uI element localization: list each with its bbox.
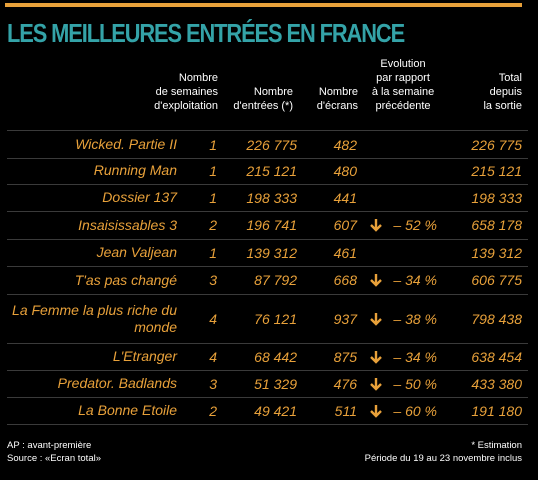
evolution-value: – 38 % — [393, 310, 437, 327]
cell-entries: 87 792 — [254, 272, 297, 288]
cell-total: 191 180 — [471, 402, 522, 419]
cell-weeks: 4 — [209, 348, 217, 365]
cell-evolution — [369, 157, 437, 184]
cell-evolution: – 34 % — [369, 343, 437, 370]
cell-entries: 226 775 — [246, 136, 297, 153]
cell-weeks: 3 — [209, 272, 217, 288]
cell-evolution — [369, 184, 437, 211]
cell-evolution: – 52 % — [369, 211, 437, 239]
table-row: La Femme la plus riche du monde 4 76 121 93… — [7, 294, 528, 344]
top-accent-bar — [5, 3, 522, 7]
evolution-value: – 34 % — [393, 348, 437, 365]
table-row: La Bonne Etoile 2 49 421 511 191 180 – 60 % — [7, 397, 528, 425]
arrow-down-icon — [370, 404, 382, 418]
cell-total: 606 775 — [471, 272, 522, 288]
film-title: Predator. Badlands — [57, 375, 177, 391]
arrow-down-icon — [370, 377, 382, 391]
cell-weeks: 1 — [209, 136, 217, 153]
cell-evolution — [369, 239, 437, 266]
cell-weeks: 1 — [209, 189, 217, 206]
cell-total: 226 775 — [471, 136, 522, 153]
cell-entries: 196 741 — [246, 217, 297, 233]
film-title: Wicked. Partie II — [75, 136, 177, 152]
cell-screens: 476 — [333, 375, 357, 392]
table-row: Dossier 137 1 198 333 441 198 333 — [7, 184, 528, 212]
cell-screens: 607 — [333, 217, 357, 233]
arrow-down-icon — [370, 219, 382, 232]
film-title: L'Etranger — [112, 348, 177, 364]
cell-entries: 51 329 — [254, 375, 297, 392]
cell-total: 215 121 — [471, 162, 522, 179]
cell-total: 433 380 — [471, 375, 522, 392]
footer-note: AP : avant-première — [7, 440, 92, 451]
table-row: Predator. Badlands 3 51 329 476 433 380 – 50 … — [7, 370, 528, 398]
arrow-down-icon — [370, 274, 382, 287]
cell-screens: 461 — [333, 244, 357, 261]
header-total: Total depuis la sortie — [483, 72, 522, 112]
table-row: Jean Valjean 1 139 312 461 139 312 — [7, 239, 528, 267]
cell-entries: 139 312 — [246, 244, 297, 261]
cell-weeks: 2 — [209, 217, 217, 233]
cell-evolution: – 60 % — [369, 397, 437, 424]
table-row: Wicked. Partie II 1 226 775 482 226 775 — [7, 130, 528, 159]
arrow-down-icon — [370, 312, 382, 326]
footer-period: Période du 19 au 23 novembre inclus — [364, 453, 522, 464]
cell-total: 198 333 — [471, 189, 522, 206]
cell-total: 658 178 — [471, 217, 522, 233]
cell-screens: 480 — [333, 162, 357, 179]
footer-source: Source : «Ecran total» — [7, 453, 101, 464]
header-evolution: Evolution par rapport à la semaine précé… — [371, 58, 435, 112]
cell-screens: 668 — [333, 272, 357, 288]
cell-screens: 875 — [333, 348, 357, 365]
cell-total: 638 454 — [471, 348, 522, 365]
cell-entries: 68 442 — [254, 348, 297, 365]
film-title: Insaisissables 3 — [78, 216, 177, 233]
page-title: LES MEILLEURES ENTRÉES EN FRANCE — [7, 18, 405, 48]
header-screens: Nombre d'écrans — [316, 86, 358, 112]
film-title: Dossier 137 — [102, 189, 177, 205]
film-title: Running Man — [93, 162, 177, 178]
footer-estimation: * Estimation — [471, 440, 522, 451]
cell-screens: 511 — [334, 402, 357, 419]
header-entries: Nombre d'entrées (*) — [233, 86, 293, 112]
cell-weeks: 4 — [209, 310, 217, 327]
cell-weeks: 1 — [209, 244, 217, 261]
film-title: Jean Valjean — [96, 244, 177, 260]
cell-screens: 441 — [333, 189, 357, 206]
cell-screens: 937 — [333, 310, 357, 327]
evolution-value: – 50 % — [393, 375, 437, 392]
table-row: L'Etranger 4 68 442 875 638 454 – 34 % — [7, 343, 528, 371]
cell-weeks: 2 — [209, 402, 217, 419]
evolution-value: – 60 % — [393, 402, 437, 419]
cell-entries: 49 421 — [254, 402, 297, 419]
table-row: Running Man 1 215 121 480 215 121 — [7, 157, 528, 185]
header-weeks: Nombre de semaines d'exploitation — [154, 72, 218, 112]
film-title: La Bonne Etoile — [78, 402, 177, 418]
cell-total: 139 312 — [471, 244, 522, 261]
table-row: T'as pas changé 3 87 792 668 606 775 – 34 % — [7, 266, 528, 295]
cell-entries: 215 121 — [246, 162, 297, 179]
cell-evolution: – 38 % — [369, 294, 437, 343]
film-title: La Femme la plus riche du monde — [12, 301, 177, 335]
evolution-value: – 34 % — [393, 272, 437, 288]
cell-entries: 76 121 — [254, 310, 297, 327]
cell-evolution — [369, 131, 437, 158]
cell-weeks: 1 — [209, 162, 217, 179]
cell-evolution: – 50 % — [369, 370, 437, 397]
cell-screens: 482 — [333, 136, 357, 153]
evolution-value: – 52 % — [393, 217, 437, 233]
arrow-down-icon — [370, 350, 382, 364]
cell-evolution: – 34 % — [369, 266, 437, 294]
film-title: T'as pas changé — [74, 271, 177, 288]
cell-total: 798 438 — [471, 310, 522, 327]
table-row: Insaisissables 3 2 196 741 607 658 178 – 52 % — [7, 211, 528, 240]
cell-entries: 198 333 — [246, 189, 297, 206]
cell-weeks: 3 — [209, 375, 217, 392]
